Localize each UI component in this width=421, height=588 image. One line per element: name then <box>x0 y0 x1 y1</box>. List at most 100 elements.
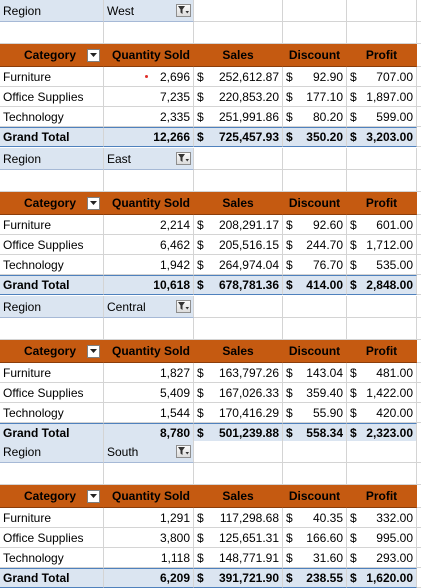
profit-cell[interactable]: $481.00 <box>347 363 417 383</box>
grand-total-row: Grand Total 6,209 $391,721.90 $238.55 $1… <box>0 568 421 588</box>
category-header[interactable]: Category <box>0 44 104 67</box>
category-cell[interactable]: Office Supplies <box>0 235 104 255</box>
discount-cell[interactable]: $359.40 <box>283 383 347 403</box>
region-filter-dropdown[interactable]: South <box>104 441 194 463</box>
discount-value: 55.90 <box>312 405 343 420</box>
quantity-sold-cell[interactable]: 1,118 <box>104 548 194 568</box>
grand-total-sales: 391,721.90 <box>218 571 279 585</box>
grand-total-profit: 2,848.00 <box>366 278 413 292</box>
region-filter-label: Region <box>0 148 104 170</box>
category-cell[interactable]: Technology <box>0 107 104 127</box>
table-row[interactable]: Furniture 2,214 $208,291.17 $92.60 $601.… <box>0 215 421 235</box>
table-row[interactable]: Furniture 2,696 $252,612.87 $92.90 $707.… <box>0 67 421 87</box>
currency-symbol: $ <box>350 69 357 84</box>
category-cell[interactable]: Furniture <box>0 67 104 87</box>
discount-cell[interactable]: $92.60 <box>283 215 347 235</box>
profit-cell[interactable]: $535.00 <box>347 255 417 275</box>
sales-cell[interactable]: $125,651.31 <box>194 528 283 548</box>
sales-cell[interactable]: $148,771.91 <box>194 548 283 568</box>
table-row[interactable]: Office Supplies 6,462 $205,516.15 $244.7… <box>0 235 421 255</box>
quantity-sold-cell[interactable]: 7,235 <box>104 87 194 107</box>
category-cell[interactable]: Technology <box>0 548 104 568</box>
table-row[interactable]: Office Supplies 5,409 $167,026.33 $359.4… <box>0 383 421 403</box>
discount-cell[interactable]: $244.70 <box>283 235 347 255</box>
table-row[interactable]: Technology 1,118 $148,771.91 $31.60 $293… <box>0 548 421 568</box>
sales-cell[interactable]: $252,612.87 <box>194 67 283 87</box>
funnel-filter-icon[interactable] <box>176 445 191 458</box>
grand-total-row: Grand Total 10,618 $678,781.36 $414.00 $… <box>0 275 421 295</box>
quantity-sold-cell[interactable]: 6,462 <box>104 235 194 255</box>
profit-cell[interactable]: $995.00 <box>347 528 417 548</box>
category-cell[interactable]: Furniture <box>0 363 104 383</box>
discount-cell[interactable]: $76.70 <box>283 255 347 275</box>
profit-cell[interactable]: $599.00 <box>347 107 417 127</box>
table-row[interactable]: Technology 2,335 $251,991.86 $80.20 $599… <box>0 107 421 127</box>
quantity-sold-cell[interactable]: 1,942 <box>104 255 194 275</box>
quantity-sold-cell[interactable]: 5,409 <box>104 383 194 403</box>
discount-cell[interactable]: $80.20 <box>283 107 347 127</box>
table-row[interactable]: Furniture 1,291 $117,298.68 $40.35 $332.… <box>0 508 421 528</box>
quantity-sold-cell[interactable]: 2,214 <box>104 215 194 235</box>
sales-cell[interactable]: $264,974.04 <box>194 255 283 275</box>
table-row[interactable]: Furniture 1,827 $163,797.26 $143.04 $481… <box>0 363 421 383</box>
dropdown-arrow-icon[interactable] <box>87 196 100 210</box>
category-header[interactable]: Category <box>0 485 104 508</box>
sales-cell[interactable]: $117,298.68 <box>194 508 283 528</box>
discount-cell[interactable]: $40.35 <box>283 508 347 528</box>
table-row[interactable]: Technology 1,942 $264,974.04 $76.70 $535… <box>0 255 421 275</box>
funnel-filter-icon[interactable] <box>176 300 191 313</box>
sales-cell[interactable]: $208,291.17 <box>194 215 283 235</box>
quantity-sold-cell[interactable]: 2,696 <box>104 67 194 87</box>
profit-cell[interactable]: $332.00 <box>347 508 417 528</box>
table-row[interactable]: Technology 1,544 $170,416.29 $55.90 $420… <box>0 403 421 423</box>
quantity-sold-cell[interactable]: 1,827 <box>104 363 194 383</box>
profit-cell[interactable]: $420.00 <box>347 403 417 423</box>
discount-cell[interactable]: $92.90 <box>283 67 347 87</box>
currency-symbol: $ <box>350 109 357 124</box>
sales-cell[interactable]: $167,026.33 <box>194 383 283 403</box>
category-cell[interactable]: Office Supplies <box>0 528 104 548</box>
discount-value: 80.20 <box>312 109 343 124</box>
category-cell[interactable]: Office Supplies <box>0 383 104 403</box>
funnel-filter-icon[interactable] <box>176 4 191 17</box>
sales-cell[interactable]: $205,516.15 <box>194 235 283 255</box>
profit-cell[interactable]: $1,712.00 <box>347 235 417 255</box>
region-filter-dropdown[interactable]: East <box>104 148 194 170</box>
category-cell[interactable]: Office Supplies <box>0 87 104 107</box>
discount-cell[interactable]: $31.60 <box>283 548 347 568</box>
category-cell[interactable]: Technology <box>0 255 104 275</box>
region-filter-dropdown[interactable]: West <box>104 0 194 22</box>
quantity-sold-cell[interactable]: 3,800 <box>104 528 194 548</box>
profit-cell[interactable]: $601.00 <box>347 215 417 235</box>
discount-cell[interactable]: $166.60 <box>283 528 347 548</box>
funnel-filter-icon[interactable] <box>176 152 191 165</box>
quantity-sold-cell[interactable]: 1,291 <box>104 508 194 528</box>
category-header[interactable]: Category <box>0 192 104 215</box>
dropdown-arrow-icon[interactable] <box>87 489 100 503</box>
grand-total-row: Grand Total 8,780 $501,239.88 $558.34 $2… <box>0 423 421 443</box>
sales-cell[interactable]: $170,416.29 <box>194 403 283 423</box>
dropdown-arrow-icon[interactable] <box>87 48 100 62</box>
dropdown-arrow-icon[interactable] <box>87 344 100 358</box>
sales-cell[interactable]: $220,853.20 <box>194 87 283 107</box>
category-cell[interactable]: Technology <box>0 403 104 423</box>
currency-symbol: $ <box>350 550 357 565</box>
quantity-sold-cell[interactable]: 1,544 <box>104 403 194 423</box>
region-filter-dropdown[interactable]: Central <box>104 296 194 318</box>
category-cell[interactable]: Furniture <box>0 215 104 235</box>
table-row[interactable]: Office Supplies 7,235 $220,853.20 $177.1… <box>0 87 421 107</box>
category-cell[interactable]: Furniture <box>0 508 104 528</box>
profit-cell[interactable]: $293.00 <box>347 548 417 568</box>
sales-cell[interactable]: $163,797.26 <box>194 363 283 383</box>
profit-header: Profit <box>347 485 417 508</box>
discount-cell[interactable]: $177.10 <box>283 87 347 107</box>
discount-cell[interactable]: $143.04 <box>283 363 347 383</box>
table-row[interactable]: Office Supplies 3,800 $125,651.31 $166.6… <box>0 528 421 548</box>
category-header[interactable]: Category <box>0 340 104 363</box>
sales-cell[interactable]: $251,991.86 <box>194 107 283 127</box>
profit-cell[interactable]: $1,422.00 <box>347 383 417 403</box>
quantity-sold-cell[interactable]: 2,335 <box>104 107 194 127</box>
discount-cell[interactable]: $55.90 <box>283 403 347 423</box>
profit-cell[interactable]: $1,897.00 <box>347 87 417 107</box>
profit-cell[interactable]: $707.00 <box>347 67 417 87</box>
